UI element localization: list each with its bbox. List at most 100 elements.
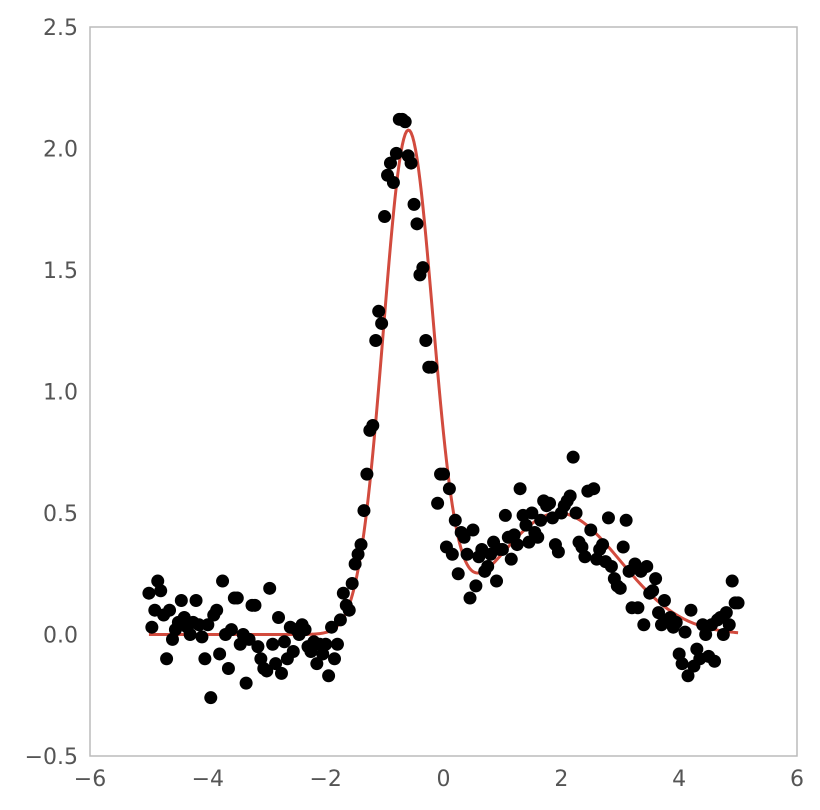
data-point	[266, 637, 280, 651]
x-axis-ticks: −6 −4 −2 0 2 4 6	[74, 767, 804, 792]
data-point	[383, 156, 397, 170]
data-point	[310, 657, 324, 671]
data-point	[519, 518, 533, 532]
data-point	[534, 513, 548, 527]
data-point	[466, 523, 480, 537]
data-point	[336, 586, 350, 600]
data-point	[578, 550, 592, 564]
data-point	[722, 618, 736, 632]
data-point	[490, 574, 504, 588]
data-point	[286, 645, 300, 659]
data-point	[596, 538, 610, 552]
data-point	[239, 676, 253, 690]
data-point	[163, 603, 177, 617]
data-point	[616, 540, 630, 554]
data-point	[495, 542, 509, 556]
scatter-points-layer	[142, 112, 745, 705]
data-point	[372, 304, 386, 318]
data-point	[504, 552, 518, 566]
data-point	[652, 606, 666, 620]
data-point	[657, 593, 671, 607]
data-point	[342, 603, 356, 617]
data-point	[619, 513, 633, 527]
y-tick-label: −0.5	[25, 745, 78, 770]
data-point	[333, 613, 347, 627]
data-point	[463, 591, 477, 605]
data-point	[451, 567, 465, 581]
data-point	[404, 156, 418, 170]
data-point	[260, 664, 274, 678]
data-point	[272, 610, 286, 624]
data-point	[389, 146, 403, 160]
data-point	[204, 691, 218, 705]
data-point	[328, 652, 341, 666]
x-tick-label: −2	[309, 767, 341, 792]
data-point	[731, 596, 745, 610]
data-point	[274, 666, 288, 680]
data-point	[678, 625, 692, 639]
data-point	[407, 197, 421, 211]
x-tick-label: 0	[437, 767, 451, 792]
data-point	[637, 618, 651, 632]
data-point	[174, 593, 188, 607]
y-axis-ticks: −0.5 0.0 0.5 1.0 1.5 2.0 2.5	[25, 16, 78, 770]
data-point	[442, 482, 456, 496]
data-point	[354, 538, 368, 552]
data-point	[513, 482, 527, 496]
data-point	[640, 559, 654, 573]
data-point	[216, 574, 230, 588]
data-point	[684, 603, 698, 617]
data-point	[398, 115, 412, 129]
data-point	[198, 652, 212, 666]
data-point	[248, 598, 262, 612]
x-tick-label: 4	[672, 767, 686, 792]
data-point	[160, 652, 174, 666]
data-point	[448, 513, 462, 527]
y-tick-label: 0.0	[43, 624, 78, 649]
data-point	[410, 217, 424, 231]
data-point	[437, 467, 450, 481]
data-point	[224, 623, 238, 637]
data-point	[725, 574, 739, 588]
data-point	[195, 630, 209, 644]
data-point	[601, 511, 615, 525]
data-point	[425, 360, 439, 374]
data-point	[445, 547, 459, 561]
data-point	[298, 623, 312, 637]
data-point	[563, 489, 577, 503]
data-point	[277, 635, 291, 649]
data-point	[669, 615, 683, 629]
data-point	[375, 316, 389, 330]
data-point	[416, 261, 430, 275]
data-point	[510, 538, 524, 552]
y-tick-label: 1.0	[43, 381, 78, 406]
data-point	[566, 450, 580, 464]
data-point	[469, 579, 483, 593]
data-point	[210, 603, 224, 617]
data-point	[531, 530, 545, 544]
data-point	[460, 547, 474, 561]
data-point	[221, 662, 235, 676]
data-point	[322, 669, 336, 683]
data-point	[366, 419, 380, 433]
x-tick-label: −4	[192, 767, 224, 792]
data-point	[631, 601, 645, 615]
data-point	[604, 559, 618, 573]
data-point	[142, 586, 156, 600]
data-point	[525, 506, 539, 520]
data-point	[649, 572, 663, 586]
data-point	[719, 606, 733, 620]
data-point	[419, 333, 433, 347]
data-point	[251, 640, 265, 654]
data-point	[360, 467, 374, 481]
data-point	[708, 654, 722, 668]
data-point	[481, 559, 495, 573]
x-tick-label: 6	[790, 767, 804, 792]
data-point	[569, 506, 583, 520]
data-point	[584, 523, 598, 537]
data-point	[189, 593, 203, 607]
plot-frame	[89, 26, 798, 757]
data-point	[213, 647, 227, 661]
data-point	[675, 657, 689, 671]
data-point	[319, 637, 333, 651]
